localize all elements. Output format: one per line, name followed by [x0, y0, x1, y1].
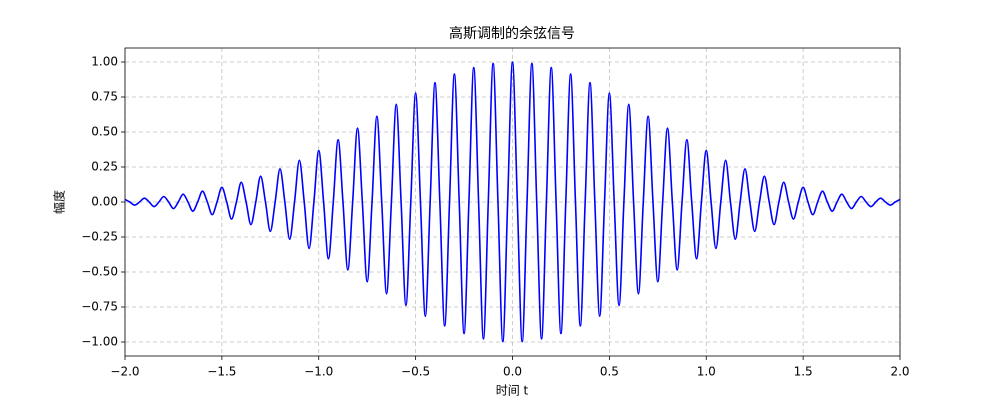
x-tick-label: −0.5: [401, 365, 430, 379]
x-tick-label: 2.0: [890, 365, 909, 379]
x-tick-label: −1.0: [304, 365, 333, 379]
chart-title: 高斯调制的余弦信号: [449, 25, 575, 42]
x-tick-label: −2.0: [110, 365, 139, 379]
x-tick-label: 1.5: [794, 365, 813, 379]
y-axis-label: 幅度: [52, 190, 67, 214]
x-tick-label: 0.5: [600, 365, 619, 379]
x-tick-label: 0.0: [503, 365, 522, 379]
y-tick-label: −0.50: [81, 265, 118, 279]
x-tick-label: 1.0: [697, 365, 716, 379]
plot-frame: [124, 47, 901, 357]
y-tick-label: 0.50: [91, 125, 118, 139]
x-axis-label: 时间 t: [496, 384, 529, 398]
x-tick-label: −1.5: [207, 365, 236, 379]
y-tick-label: −0.75: [81, 300, 118, 314]
y-tick-label: −1.00: [81, 335, 118, 349]
signal-line: [124, 61, 901, 343]
y-tick-label: 0.75: [91, 90, 118, 104]
y-tick-label: −0.25: [81, 230, 118, 244]
y-tick-label: 1.00: [91, 55, 118, 69]
y-tick-label: 0.00: [91, 195, 118, 209]
y-tick-label: 0.25: [91, 160, 118, 174]
